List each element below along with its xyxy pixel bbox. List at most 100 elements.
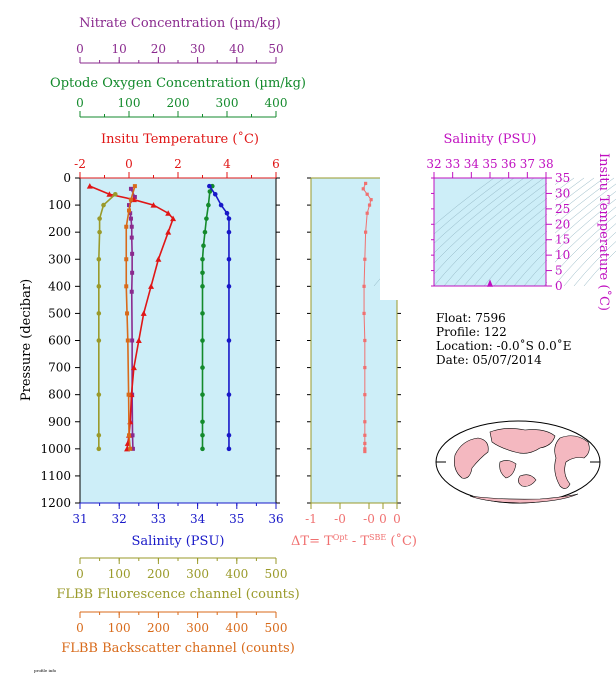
series-layer [86, 181, 493, 454]
ts-y-tick-label: 10 [555, 248, 570, 262]
series-fluorescence-point [97, 216, 102, 221]
dt-tick-label: -0 [363, 512, 375, 526]
series-nitrate-point [129, 235, 134, 240]
ts-density-contour [553, 223, 616, 287]
ts-x-tick-label: 36 [501, 157, 516, 171]
series-fluorescence-point [96, 446, 102, 452]
pressure-tick-label: 1200 [40, 496, 71, 510]
delta-t-axis-title: ΔT= TOpt - TSBE (˚C) [291, 533, 417, 549]
oxygen-tick-label: 0 [76, 96, 84, 110]
series-backscatter-point [127, 433, 131, 438]
salinity-tick-label: 34 [190, 512, 206, 526]
dt-point [363, 441, 367, 446]
oxygen-tick-label: 300 [216, 96, 239, 110]
ts-x-tick-label: 33 [445, 157, 460, 171]
series-nitrate-point [129, 224, 134, 229]
series-temperature-point [135, 337, 142, 343]
nitrate-tick-label: 40 [229, 42, 244, 56]
ts-density-contour [583, 250, 616, 287]
footer-note: profile info [34, 668, 57, 673]
dt-point [364, 230, 368, 234]
pressure-tick-label: 400 [48, 279, 71, 293]
pressure-tick-label: 1000 [40, 442, 71, 456]
ts-y-tick-label: 20 [555, 217, 570, 231]
pressure-tick-label: 0 [63, 171, 71, 185]
dt-point [363, 393, 367, 397]
fluorescence-tick-label: 100 [108, 567, 131, 581]
nitrate-tick-label: 10 [112, 42, 127, 56]
series-temperature-point [170, 215, 177, 222]
oxygen-tick-label: 100 [118, 96, 141, 110]
ts-density-contour [523, 198, 616, 287]
series-fluorescence-point [96, 432, 102, 438]
series-temperature-point [165, 210, 172, 216]
series-salinity-point [212, 191, 218, 197]
dt-point [363, 420, 367, 424]
dt-point [369, 198, 373, 202]
ts-x-tick-label: 32 [426, 157, 441, 171]
nitrate-tick-label: 0 [76, 42, 84, 56]
series-oxygen-point [200, 419, 205, 425]
ts-density-contour [483, 177, 605, 287]
oxygen-axis-title: Optode Oxygen Concentration (µm/kg) [50, 76, 306, 91]
series-backscatter-point [128, 446, 133, 451]
ts-y-tick-label: 5 [555, 264, 563, 278]
series-salinity-point [226, 229, 232, 235]
salinity-tick-label: 35 [229, 512, 244, 526]
series-backscatter-point [126, 392, 131, 397]
ts-title: Salinity (PSU) [444, 132, 537, 147]
dt-tick-label: 0 [379, 512, 387, 526]
series-oxygen-point [202, 229, 208, 235]
profile-plot-area [79, 177, 277, 504]
salinity-tick-label: 36 [268, 512, 283, 526]
series-salinity-point [226, 284, 232, 289]
ts-density-contour [573, 241, 616, 287]
dt-point [367, 203, 372, 207]
pressure-tick-label: 100 [48, 198, 71, 212]
series-temperature-point [150, 202, 157, 208]
oxygen-tick-label: 400 [265, 96, 288, 110]
ts-density-contour [563, 231, 616, 287]
series-oxygen-point [200, 256, 205, 262]
series-nitrate-point [130, 251, 135, 256]
series-temperature-point [106, 191, 113, 197]
dt-point [365, 192, 369, 196]
axes-layer: 0100200300400500600700800900100011001200… [40, 42, 616, 635]
series-salinity-point [226, 392, 232, 397]
nitrate-tick-label: 30 [190, 42, 205, 56]
backscatter-tick-label: 500 [265, 621, 288, 635]
nitrate-tick-label: 20 [151, 42, 166, 56]
ts-mask-right [547, 160, 555, 300]
ts-y-axis-title: Insitu Temperature (˚C) [596, 153, 612, 311]
ts-density-contour [473, 177, 595, 287]
series-salinity-point [226, 216, 232, 221]
series-fluorescence-point [96, 338, 102, 343]
series-backscatter-point [125, 338, 130, 343]
float-label: Float: 7596 [436, 311, 506, 325]
series-nitrate-point [128, 211, 133, 216]
dt-point [363, 365, 367, 370]
series-salinity-point [226, 432, 232, 438]
series-salinity-point [226, 446, 232, 452]
series-nitrate-point [127, 203, 131, 208]
series-oxygen-point [200, 365, 205, 370]
series-salinity-point [218, 202, 224, 208]
pressure-tick-label: 300 [48, 252, 71, 266]
series-oxygen-point [207, 189, 213, 194]
dt-tick-label: 0 [393, 512, 401, 526]
temperature-tick-label: 0 [125, 157, 133, 171]
series-backscatter-point [128, 197, 133, 202]
ts-y-tick-label: 25 [555, 202, 570, 216]
ts-x-tick-label: 35 [482, 157, 497, 171]
ts-y-tick-label: 30 [555, 186, 570, 200]
series-salinity-point [226, 256, 232, 262]
series-fluorescence-point [96, 284, 102, 289]
ts-plot-area [433, 177, 547, 287]
salinity-tick-label: 33 [151, 512, 166, 526]
series-nitrate-point [132, 194, 137, 199]
series-oxygen-point [200, 338, 205, 343]
nitrate-axis-title: Nitrate Concentration (µm/kg) [79, 16, 281, 31]
series-backscatter-point [124, 284, 129, 289]
backscatter-axis-title: FLBB Backscatter channel (counts) [61, 641, 295, 656]
